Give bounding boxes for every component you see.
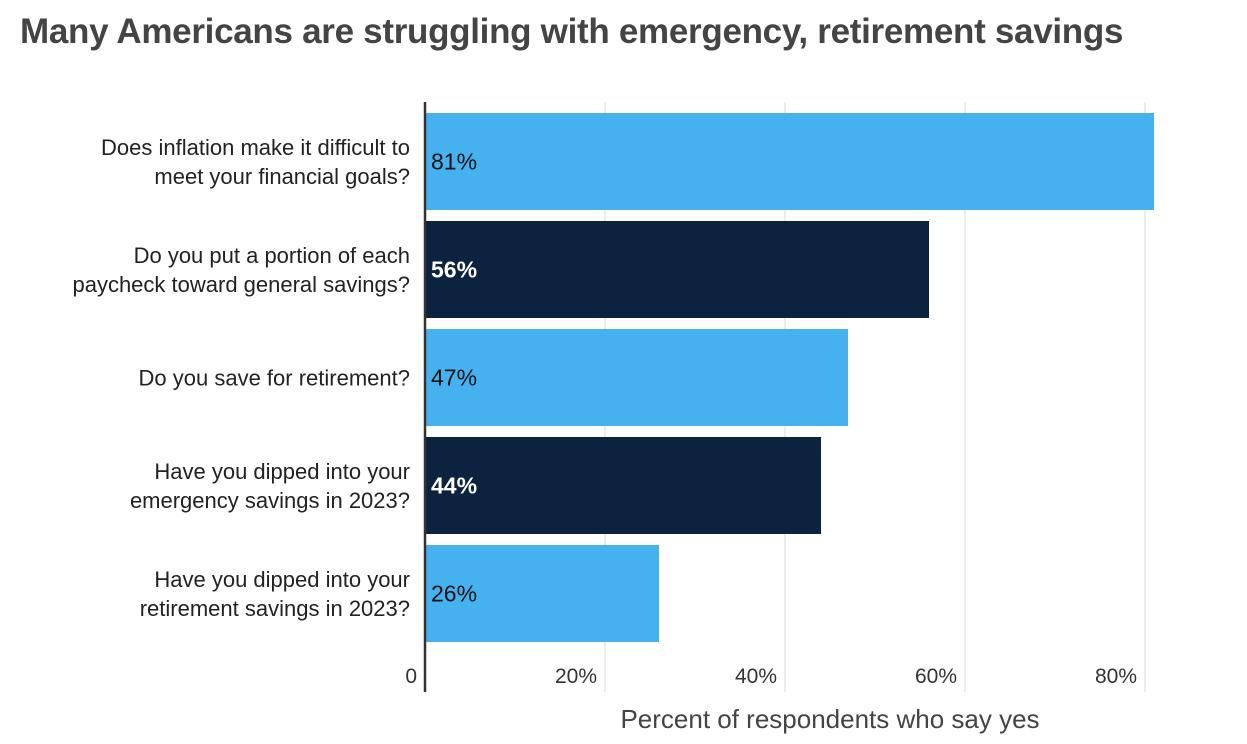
bar bbox=[425, 329, 848, 426]
category-label-line: meet your financial goals? bbox=[154, 164, 410, 189]
data-label: 44% bbox=[431, 473, 477, 499]
bar bbox=[425, 113, 1154, 210]
category-label-line: Have you dipped into your bbox=[154, 567, 410, 592]
data-label: 26% bbox=[431, 581, 477, 607]
bar bbox=[425, 437, 821, 534]
category-label-line: Does inflation make it difficult to bbox=[101, 135, 410, 160]
category-label-line: Have you dipped into your bbox=[154, 459, 410, 484]
category-label: Do you put a portion of each paycheck tow… bbox=[72, 243, 410, 297]
x-tick-label: 40% bbox=[735, 665, 777, 688]
bar bbox=[425, 545, 659, 642]
category-label: Do you save for retirement? bbox=[139, 366, 410, 391]
bar bbox=[425, 221, 929, 318]
category-label: Have you dipped into your retirement savi… bbox=[140, 567, 410, 621]
category-label-line: paycheck toward general savings? bbox=[72, 272, 410, 297]
x-axis-title: Percent of respondents who say yes bbox=[620, 704, 1039, 734]
category-label: Does inflation make it difficult to meet … bbox=[101, 135, 410, 189]
category-label-line: emergency savings in 2023? bbox=[130, 488, 410, 513]
x-tick-label: 20% bbox=[555, 665, 597, 688]
category-label-line: Do you put a portion of each bbox=[134, 243, 410, 268]
category-label: Have you dipped into your emergency savin… bbox=[130, 459, 410, 513]
data-label: 81% bbox=[431, 149, 477, 175]
data-label: 47% bbox=[431, 365, 477, 391]
x-tick-label: 80% bbox=[1095, 665, 1137, 688]
category-label-line: Do you save for retirement? bbox=[139, 366, 410, 391]
x-tick-label: 0 bbox=[405, 665, 417, 688]
data-label: 56% bbox=[431, 257, 477, 283]
category-label-line: retirement savings in 2023? bbox=[140, 596, 410, 621]
x-tick-label: 60% bbox=[915, 665, 957, 688]
chart-title: Many Americans are struggling with emerg… bbox=[20, 12, 1124, 51]
